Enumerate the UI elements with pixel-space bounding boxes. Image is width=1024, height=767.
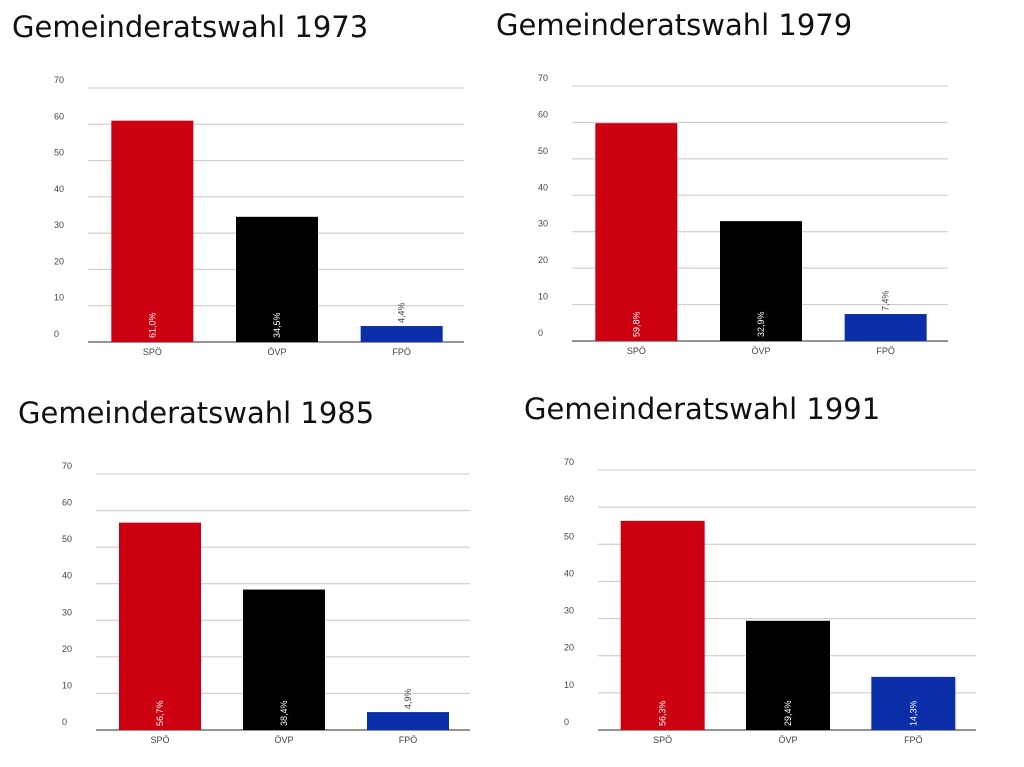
bar-1 [236, 216, 318, 342]
chart-panel-1973: Gemeinderatswahl 1973 0 10 20 30 40 50 60 70 SPÖ… [12, 10, 492, 380]
category-label: ÖVP [778, 735, 797, 745]
y-tick-label: 0 [62, 717, 67, 727]
data-label: 59,8% [631, 311, 641, 337]
y-tick-label: 0 [54, 329, 59, 339]
data-label: 38,4% [279, 700, 289, 726]
y-tick-label: 0 [538, 328, 543, 338]
data-label: 56,3% [658, 700, 668, 726]
y-tick-label: 50 [54, 148, 64, 158]
bar-2 [871, 676, 956, 730]
bar-1 [746, 620, 830, 730]
category-label: FPÖ [904, 735, 923, 745]
category-label: FPÖ [399, 735, 418, 745]
y-tick-label: 20 [538, 255, 548, 265]
bar-chart: 0 10 20 30 40 50 60 70 SPÖ 61,0% ÖVP 34,5% FPÖ 4,4% [54, 75, 464, 357]
category-label: SPÖ [653, 735, 672, 745]
y-tick-label: 60 [564, 494, 574, 504]
y-tick-label: 10 [54, 293, 64, 303]
y-tick-label: 10 [564, 680, 574, 690]
bar-0 [620, 520, 705, 730]
y-tick-label: 0 [564, 717, 569, 727]
bar-2 [844, 314, 927, 341]
data-label: 4,4% [397, 303, 407, 324]
y-tick-label: 30 [54, 220, 64, 230]
category-label: SPÖ [150, 735, 169, 745]
data-label: 4,9% [403, 689, 413, 710]
bar-1 [243, 589, 325, 730]
y-tick-label: 50 [538, 146, 548, 156]
bar-chart: 0 10 20 30 40 50 60 70 SPÖ 56,3% ÖVP 29,4% FPÖ 14,3% [564, 457, 976, 745]
data-label: 29,4% [783, 700, 793, 726]
bar-0 [595, 123, 678, 342]
y-tick-label: 60 [538, 109, 548, 119]
chart-title: Gemeinderatswahl 1979 [496, 8, 853, 42]
y-tick-label: 70 [54, 75, 64, 85]
bar-0 [119, 522, 201, 730]
y-tick-label: 40 [564, 568, 574, 578]
y-tick-label: 70 [564, 457, 574, 467]
category-label: FPÖ [392, 347, 411, 357]
category-label: SPÖ [627, 346, 646, 356]
category-label: ÖVP [274, 735, 293, 745]
chart-panel-1985: Gemeinderatswahl 1985 0 10 20 30 40 50 60 70 SPÖ… [18, 396, 498, 766]
bar-chart: 0 10 20 30 40 50 60 70 SPÖ 59,8% ÖVP 32,9% FPÖ 7,4% [538, 73, 948, 356]
y-tick-label: 30 [62, 607, 72, 617]
data-label: 32,9% [756, 311, 766, 337]
y-tick-label: 40 [538, 182, 548, 192]
chart-title: Gemeinderatswahl 1991 [524, 392, 881, 426]
y-tick-label: 20 [564, 643, 574, 653]
category-label: FPÖ [876, 346, 895, 356]
bar-chart: 0 10 20 30 40 50 60 70 SPÖ 56,7% ÖVP 38,4% FPÖ 4,9% [62, 461, 470, 745]
y-tick-label: 60 [54, 111, 64, 121]
data-label: 7,4% [881, 291, 891, 312]
y-tick-label: 40 [54, 184, 64, 194]
y-tick-label: 30 [538, 219, 548, 229]
category-label: ÖVP [267, 347, 286, 357]
chart-title: Gemeinderatswahl 1985 [18, 396, 375, 430]
y-tick-label: 20 [62, 644, 72, 654]
chart-title: Gemeinderatswahl 1973 [12, 10, 369, 44]
bar-0 [111, 120, 194, 343]
category-label: SPÖ [143, 347, 162, 357]
y-tick-label: 50 [62, 534, 72, 544]
y-tick-label: 30 [564, 606, 574, 616]
y-tick-label: 20 [54, 256, 64, 266]
bar-2 [367, 712, 449, 730]
chart-panel-1991: Gemeinderatswahl 1991 0 10 20 30 40 50 60 70 SPÖ… [524, 392, 1004, 762]
y-tick-label: 70 [538, 73, 548, 83]
data-label: 56,7% [155, 700, 165, 726]
bar-2 [360, 326, 443, 342]
data-label: 14,3% [908, 700, 918, 726]
bar-1 [720, 221, 802, 341]
y-tick-label: 40 [62, 571, 72, 581]
y-tick-label: 70 [62, 461, 72, 471]
category-label: ÖVP [751, 346, 770, 356]
chart-panel-1979: Gemeinderatswahl 1979 0 10 20 30 40 50 60 70 SPÖ… [496, 8, 976, 378]
data-label: 61,0% [147, 312, 157, 338]
y-tick-label: 60 [62, 498, 72, 508]
data-label: 34,5% [272, 312, 282, 338]
y-tick-label: 10 [538, 292, 548, 302]
y-tick-label: 50 [564, 531, 574, 541]
y-tick-label: 10 [62, 680, 72, 690]
